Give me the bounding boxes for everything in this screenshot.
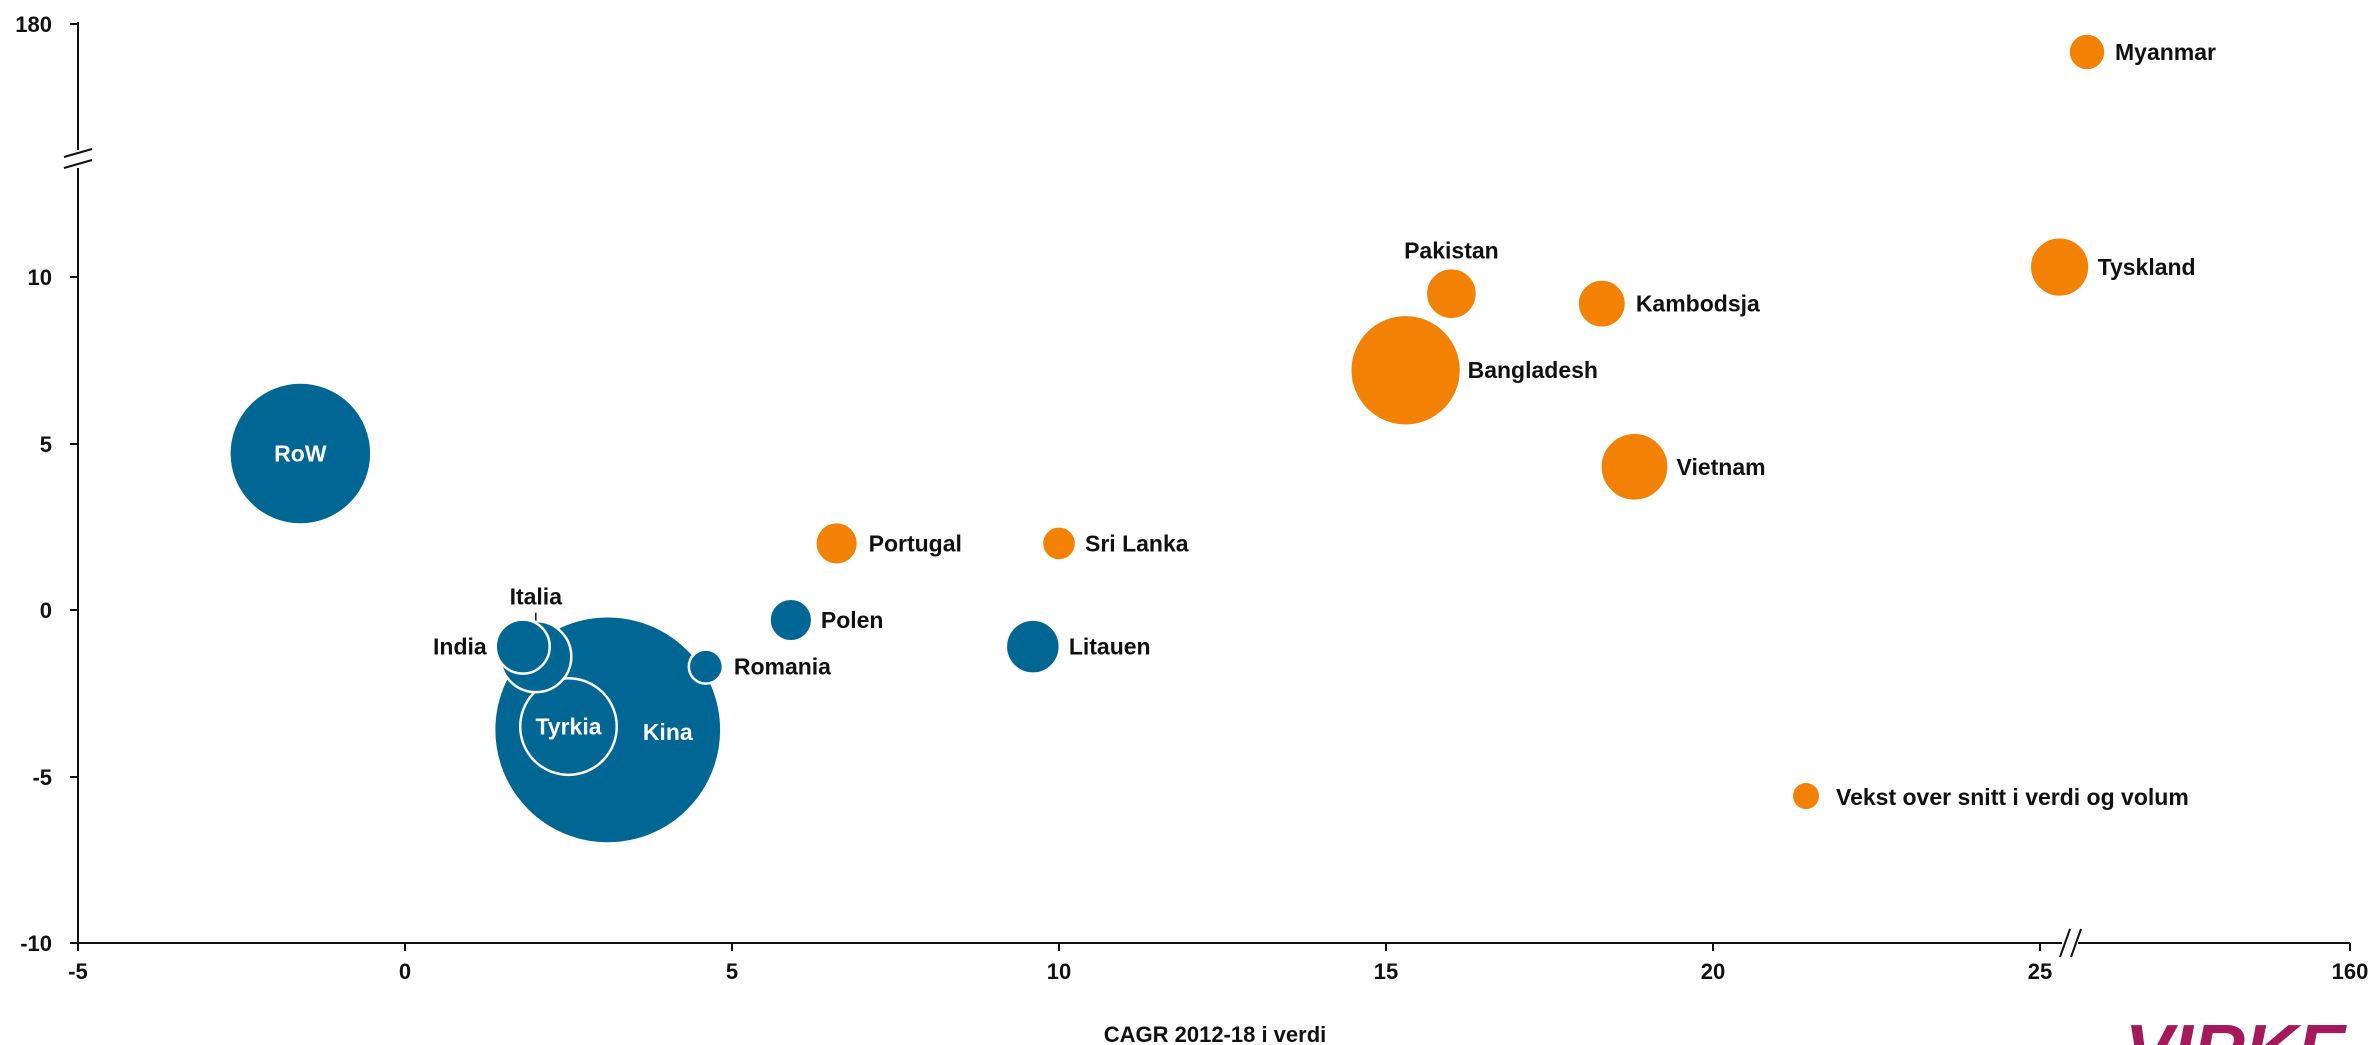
x-axis-break-mark	[2059, 928, 2071, 958]
bubble-pakistan	[1424, 266, 1479, 321]
label-bangladesh: Bangladesh	[1468, 357, 1598, 383]
label-pakistan: Pakistan	[1404, 238, 1499, 264]
bubble-tyskland	[2028, 235, 2091, 299]
axes: -5 0 5 10 15 20 25 160 -10 -5 0 5 10 180	[15, 12, 2368, 984]
x-tick-label: 0	[399, 959, 411, 984]
label-portugal: Portugal	[869, 530, 962, 556]
bubble-myanmar	[2067, 32, 2107, 72]
bubble-bangladesh	[1348, 313, 1463, 427]
label-romania: Romania	[734, 654, 831, 680]
x-axis-break-mark	[2070, 928, 2082, 958]
label-tyrkia: Tyrkia	[535, 714, 601, 740]
label-kina: Kina	[643, 719, 693, 745]
bubble-kambodsja	[1576, 278, 1628, 330]
legend-label: Vekst over snitt i verdi og volum	[1836, 784, 2189, 810]
label-myanmar: Myanmar	[2115, 39, 2216, 65]
legend: Vekst over snitt i verdi og volum	[1791, 781, 2189, 811]
label-litauen: Litauen	[1069, 634, 1151, 660]
y-tick-label: -10	[20, 931, 52, 956]
x-tick-label: -5	[68, 959, 88, 984]
y-tick-label: -5	[32, 765, 52, 790]
label-kambodsja: Kambodsja	[1636, 291, 1760, 317]
bubble-sri-lanka	[1040, 525, 1078, 562]
y-tick-label: 0	[40, 598, 52, 623]
label-vietnam: Vietnam	[1677, 454, 1766, 480]
bubbles	[228, 32, 2107, 845]
label-india: India	[433, 634, 487, 660]
label-italia: Italia	[510, 584, 563, 610]
bubble-litauen	[1004, 618, 1062, 675]
label-tyskland: Tyskland	[2098, 254, 2196, 280]
bubble-vietnam	[1599, 431, 1670, 503]
bubble-polen	[768, 597, 814, 643]
bubble-romania	[687, 648, 725, 685]
y-axis-break-mark	[63, 148, 93, 158]
y-tick-label: 5	[40, 432, 52, 457]
x-tick-label: 15	[1374, 959, 1398, 984]
x-tick-label: 5	[726, 959, 738, 984]
label-sri-lanka: Sri Lanka	[1085, 530, 1189, 556]
x-tick-label: 20	[1701, 959, 1725, 984]
x-tick-label: 25	[2028, 959, 2052, 984]
bubble-row	[228, 381, 373, 526]
y-axis-break-mark	[63, 159, 93, 169]
label-polen: Polen	[821, 607, 884, 633]
x-tick-label: 160	[2332, 959, 2369, 984]
bubble-portugal	[814, 520, 860, 566]
x-tick-label: 10	[1047, 959, 1071, 984]
virke-logo: VIRKE	[2125, 1011, 2347, 1045]
legend-marker	[1791, 781, 1821, 811]
label-row: RoW	[274, 440, 327, 466]
x-axis-label: CAGR 2012-18 i verdi	[1104, 1022, 1327, 1045]
bubble-tyrkia	[518, 677, 619, 777]
bubble-india	[494, 618, 551, 675]
point-labels: RoW Kina Tyrkia India Italia Romania Polen Lita…	[274, 39, 2216, 745]
y-tick-label: 180	[15, 12, 52, 37]
y-tick-label: 10	[28, 265, 52, 290]
